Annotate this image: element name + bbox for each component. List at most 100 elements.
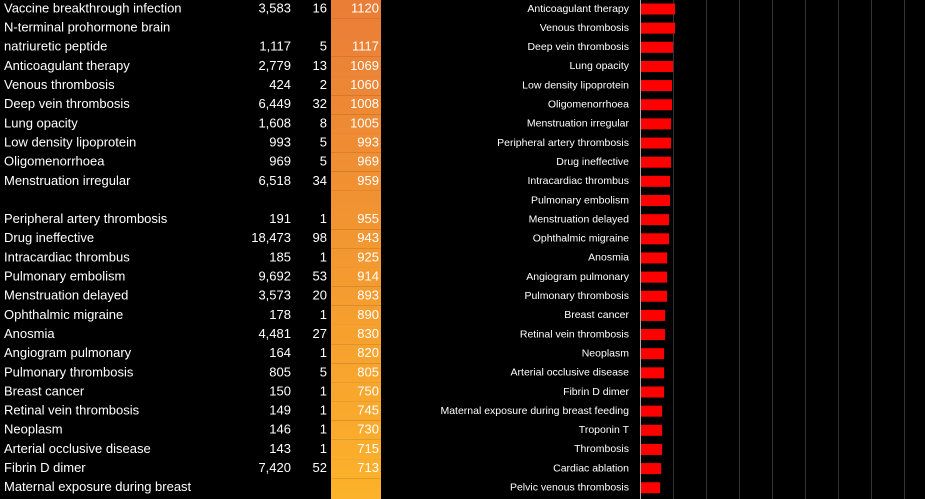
bar xyxy=(641,482,661,494)
score-cell xyxy=(331,152,381,172)
score-cell xyxy=(331,95,381,115)
bar xyxy=(641,329,666,341)
row-score: 820 xyxy=(357,345,379,360)
row-n: 2 xyxy=(320,77,327,92)
row-name: Menstruation irregular xyxy=(4,173,131,188)
row-count: 164 xyxy=(269,345,291,360)
row-n: 16 xyxy=(313,0,327,15)
row-count: 149 xyxy=(269,403,291,418)
row-n: 1 xyxy=(320,345,327,360)
bar xyxy=(641,214,670,226)
category-label: Pulmonary embolism xyxy=(531,194,629,206)
bar xyxy=(641,290,668,302)
category-label: Neoplasm xyxy=(582,347,630,359)
row-name: Intracardiac thrombus xyxy=(4,249,130,264)
row-count: 6,449 xyxy=(258,96,291,111)
category-label: Troponin T xyxy=(579,424,630,436)
score-cell xyxy=(331,190,381,230)
row-name: Fibrin D dimer xyxy=(4,460,86,475)
category-label: Deep vein thrombosis xyxy=(527,41,629,53)
category-label: Lung opacity xyxy=(569,60,629,72)
row-score: 925 xyxy=(357,249,379,264)
row-score: 893 xyxy=(357,288,379,303)
row-name: Breast cancer xyxy=(4,383,85,398)
row-name: Menstruation delayed xyxy=(4,288,128,303)
row-score: 943 xyxy=(357,230,379,245)
row-score: 750 xyxy=(357,383,379,398)
score-cell xyxy=(331,0,381,19)
category-label: Anosmia xyxy=(588,252,629,264)
row-name: Pulmonary embolism xyxy=(4,269,125,284)
row-count: 993 xyxy=(269,134,291,149)
row-n: 27 xyxy=(313,326,327,341)
row-count: 3,573 xyxy=(258,288,291,303)
row-count: 2,779 xyxy=(258,58,291,73)
row-count: 424 xyxy=(269,77,291,92)
row-score: 745 xyxy=(357,403,379,418)
row-n: 53 xyxy=(313,269,327,284)
row-count: 6,518 xyxy=(258,173,291,188)
category-label: Pulmonary thrombosis xyxy=(525,290,629,302)
score-cell xyxy=(331,363,381,383)
score-cell xyxy=(331,324,381,345)
score-cell xyxy=(331,267,381,287)
bar xyxy=(641,405,663,417)
row-count: 9,692 xyxy=(258,269,291,284)
score-cell xyxy=(331,478,381,499)
row-count: 178 xyxy=(269,307,291,322)
row-count: 969 xyxy=(269,154,291,169)
row-name: Retinal vein thrombosis xyxy=(4,403,140,418)
row-score: 805 xyxy=(357,364,379,379)
row-n: 1 xyxy=(320,307,327,322)
category-label: Menstruation delayed xyxy=(529,213,630,225)
row-name: Arterial occlusive disease xyxy=(4,441,151,456)
score-cell xyxy=(331,248,381,268)
score-cell xyxy=(331,229,381,249)
row-n: 5 xyxy=(320,364,327,379)
row-score: 730 xyxy=(357,422,379,437)
row-count: 4,481 xyxy=(258,326,291,341)
row-score: 1120 xyxy=(351,0,379,15)
row-name: Low density lipoprotein xyxy=(4,134,136,149)
row-n: 32 xyxy=(313,96,327,111)
row-count: 191 xyxy=(269,211,291,226)
bar xyxy=(641,386,665,398)
score-cell xyxy=(331,133,381,153)
row-name: Drug ineffective xyxy=(4,230,94,245)
row-name: Ophthalmic migraine xyxy=(4,307,123,322)
row-count: 143 xyxy=(269,441,291,456)
bar xyxy=(641,252,668,264)
category-label: Anticoagulant therapy xyxy=(527,3,629,15)
row-n: 1 xyxy=(320,211,327,226)
row-count: 1,117 xyxy=(259,39,291,54)
category-label: Thrombosis xyxy=(574,443,629,455)
score-cell xyxy=(331,401,381,421)
row-name: Angiogram pulmonary xyxy=(4,345,132,360)
row-n: 5 xyxy=(320,134,327,149)
score-cell xyxy=(331,459,381,479)
bar xyxy=(641,175,671,187)
row-n: 1 xyxy=(320,249,327,264)
category-label: Angiogram pulmonary xyxy=(526,271,629,283)
row-name: Oligomenorrhoea xyxy=(4,154,105,169)
score-cell xyxy=(331,420,381,440)
bar xyxy=(641,22,675,34)
category-label: Breast cancer xyxy=(564,309,629,321)
row-name: Neoplasm xyxy=(4,422,63,437)
row-count: 146 xyxy=(269,422,291,437)
score-cell xyxy=(331,286,381,306)
bar xyxy=(641,348,665,360)
row-count: 1,608 xyxy=(258,115,291,130)
bar xyxy=(641,443,663,455)
category-label: Pelvic venous thrombosis xyxy=(510,482,629,494)
row-score: 715 xyxy=(357,441,379,456)
row-n: 8 xyxy=(320,115,327,130)
row-n: 52 xyxy=(313,460,327,475)
bar xyxy=(641,41,674,53)
category-label: Maternal exposure during breast feeding xyxy=(440,405,629,417)
row-count: 7,420 xyxy=(258,460,291,475)
row-name: Deep vein thrombosis xyxy=(4,96,130,111)
row-score: 969 xyxy=(357,154,379,169)
